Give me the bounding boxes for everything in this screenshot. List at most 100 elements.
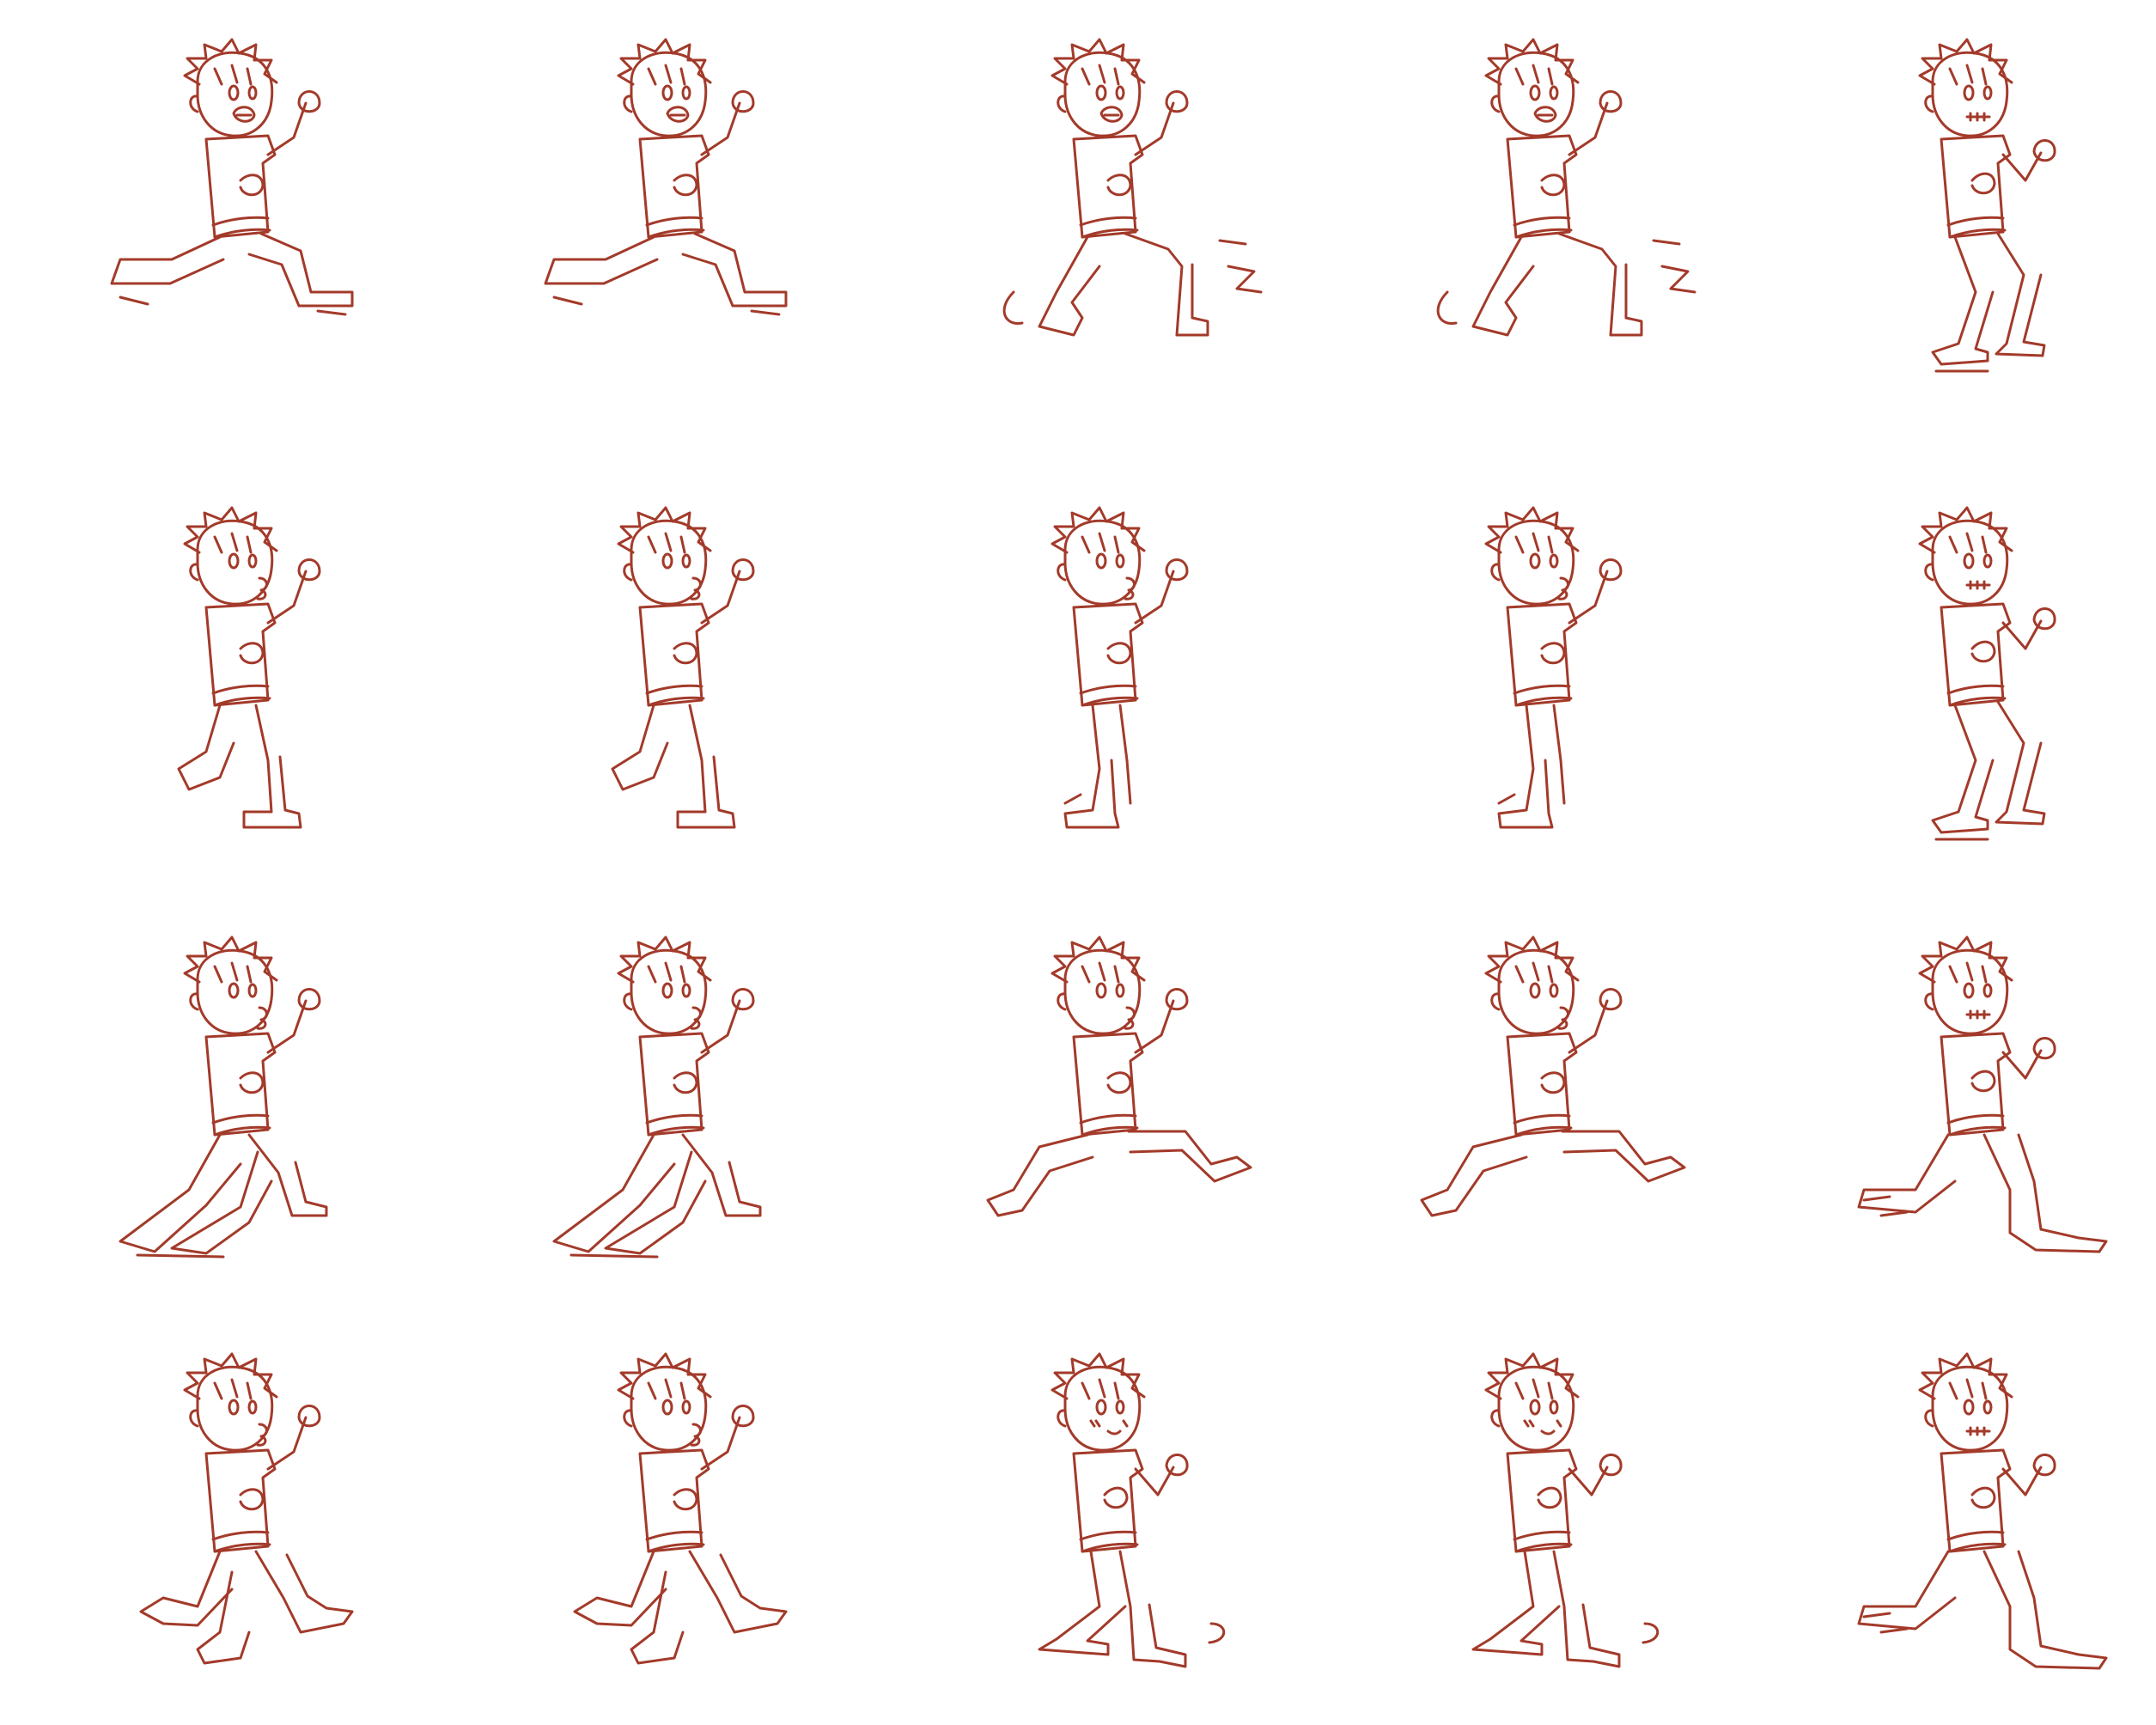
- character-arms: [673, 558, 755, 665]
- sprite-frame-hitbox[interactable]: [69, 503, 378, 846]
- sprite-frame-r3c5[interactable]: [1804, 932, 2113, 1276]
- sprite-frame-hitbox[interactable]: [1804, 1349, 2113, 1692]
- character-figure: [110, 38, 354, 316]
- sprite-frame-hitbox[interactable]: [502, 932, 812, 1276]
- character-arms: [1970, 1454, 2056, 1509]
- character-torso: [1506, 1448, 1578, 1553]
- character-arms: [1106, 988, 1189, 1094]
- sprite-frame-r2c3[interactable]: [936, 503, 1245, 846]
- character-head: [1484, 1352, 1580, 1452]
- sprite-frame-r4c1[interactable]: [69, 1349, 378, 1692]
- sprite-frame-hitbox[interactable]: [69, 1349, 378, 1692]
- sprite-frame-hitbox[interactable]: [69, 932, 378, 1276]
- character-head: [617, 936, 712, 1035]
- character-arms: [1970, 1037, 2056, 1093]
- character-arms: [673, 1405, 755, 1511]
- character-legs: [552, 1133, 762, 1259]
- character-figure: [1038, 1352, 1226, 1668]
- sprite-frame-hitbox[interactable]: [1370, 932, 1679, 1276]
- sprite-frame-r2c2[interactable]: [502, 503, 812, 846]
- sprite-frame-r4c3[interactable]: [936, 1349, 1245, 1692]
- character-head: [617, 506, 712, 606]
- sprite-frame-hitbox[interactable]: [502, 503, 812, 846]
- character-legs: [544, 232, 788, 316]
- character-arms: [1103, 1454, 1189, 1509]
- sprite-frame-r1c3[interactable]: [936, 34, 1263, 378]
- sprite-frame-r1c4[interactable]: [1370, 34, 1696, 378]
- character-legs: [177, 704, 302, 829]
- character-figure: [1857, 1352, 2108, 1670]
- character-arms: [239, 1405, 321, 1511]
- sprite-frame-hitbox[interactable]: [1804, 34, 2113, 378]
- character-torso: [638, 1032, 710, 1137]
- character-torso: [1506, 134, 1578, 239]
- character-arms: [1970, 607, 2056, 663]
- character-torso: [638, 1448, 710, 1553]
- character-torso: [1072, 602, 1144, 707]
- character-figure: [1484, 506, 1623, 829]
- sprite-frame-r2c5[interactable]: [1804, 503, 2113, 846]
- character-torso: [1072, 134, 1144, 239]
- character-arms: [1540, 90, 1623, 197]
- character-figure: [1002, 38, 1263, 337]
- character-torso: [1506, 602, 1578, 707]
- sprite-frame-hitbox[interactable]: [1804, 503, 2113, 846]
- character-head: [1918, 1352, 2013, 1452]
- sprite-frame-hitbox[interactable]: [502, 1349, 812, 1692]
- sprite-frame-r3c1[interactable]: [69, 932, 378, 1276]
- character-legs: [1063, 704, 1132, 829]
- character-arms: [673, 90, 755, 197]
- character-head: [1051, 506, 1146, 606]
- sprite-frame-r1c1[interactable]: [69, 34, 378, 378]
- sprite-frame-r4c5[interactable]: [1804, 1349, 2113, 1692]
- character-figure: [177, 506, 321, 829]
- sprite-frame-r3c4[interactable]: [1370, 932, 1686, 1276]
- character-legs: [1857, 1550, 2108, 1670]
- character-head: [183, 38, 278, 137]
- character-head: [1051, 936, 1146, 1035]
- sprite-frame-r1c5[interactable]: [1804, 34, 2113, 378]
- character-head: [183, 506, 278, 606]
- sprite-frame-hitbox[interactable]: [502, 34, 812, 378]
- character-figure: [573, 1352, 788, 1665]
- sprite-frame-r1c2[interactable]: [502, 34, 812, 378]
- sprite-frame-hitbox[interactable]: [69, 34, 378, 378]
- character-torso: [638, 134, 710, 239]
- character-head: [183, 1352, 278, 1452]
- character-figure: [1420, 936, 1686, 1217]
- character-torso: [204, 134, 277, 239]
- character-head: [183, 936, 278, 1035]
- sprite-frame-hitbox[interactable]: [936, 34, 1245, 378]
- sprite-frame-hitbox[interactable]: [936, 503, 1245, 846]
- character-figure: [139, 1352, 354, 1665]
- character-legs: [1931, 232, 2046, 373]
- sprite-frame-r3c3[interactable]: [936, 932, 1252, 1276]
- character-figure: [544, 38, 788, 316]
- character-legs: [110, 232, 354, 316]
- character-head: [1484, 506, 1580, 606]
- sprite-frame-r2c1[interactable]: [69, 503, 378, 846]
- sprite-frame-r4c4[interactable]: [1370, 1349, 1679, 1692]
- character-head: [1484, 936, 1580, 1035]
- sprite-frame-r4c2[interactable]: [502, 1349, 812, 1692]
- character-figure: [1857, 936, 2108, 1253]
- character-legs: [573, 1550, 788, 1665]
- character-arms: [1537, 1454, 1623, 1509]
- character-legs: [139, 1550, 354, 1665]
- character-torso: [1072, 1448, 1144, 1553]
- sprite-frame-hitbox[interactable]: [1370, 34, 1679, 378]
- character-torso: [1072, 1032, 1144, 1137]
- character-head: [617, 38, 712, 137]
- sprite-frame-hitbox[interactable]: [1804, 932, 2113, 1276]
- character-legs: [1436, 232, 1696, 337]
- character-head: [617, 1352, 712, 1452]
- character-arms: [1970, 139, 2056, 195]
- sprite-frame-r3c2[interactable]: [502, 932, 812, 1276]
- character-arms: [239, 90, 321, 197]
- character-figure: [119, 936, 328, 1259]
- sprite-frame-r2c4[interactable]: [1370, 503, 1679, 846]
- sprite-frame-hitbox[interactable]: [1370, 503, 1679, 846]
- character-legs: [1857, 1133, 2108, 1253]
- sprite-frame-hitbox[interactable]: [936, 932, 1245, 1276]
- character-torso: [204, 1032, 277, 1137]
